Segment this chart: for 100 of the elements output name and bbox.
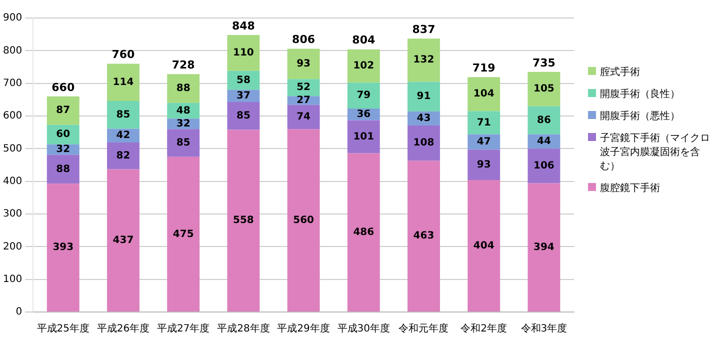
x-tick-label: 令和3年度: [520, 322, 568, 335]
data-label: 32: [56, 144, 70, 156]
x-tick-label: 平成25年度: [36, 322, 90, 335]
y-tick-label: 200: [2, 241, 22, 252]
data-label: 32: [176, 118, 190, 130]
bar: [468, 180, 500, 312]
data-label: 47: [476, 136, 491, 148]
total-label: 848: [232, 19, 255, 32]
bar: [287, 129, 320, 312]
total-label: 760: [112, 48, 136, 62]
data-label: 82: [116, 150, 130, 162]
total-label: 728: [172, 58, 195, 72]
y-tick-label: 300: [2, 208, 22, 220]
bar: [528, 72, 560, 106]
bar: [347, 120, 380, 154]
bar: [347, 49, 380, 83]
data-label: 108: [413, 138, 434, 149]
data-label: 27: [296, 95, 311, 106]
data-label: 394: [534, 242, 554, 253]
data-label: 43: [416, 113, 431, 124]
total-label: 719: [472, 61, 496, 74]
total-label: 804: [352, 34, 376, 47]
bar: [227, 130, 260, 312]
total-label: 660: [52, 80, 75, 94]
x-tick-label: 平成26年度: [96, 322, 150, 335]
bar: [468, 77, 500, 112]
y-tick-label: 600: [2, 110, 22, 122]
bar: [408, 125, 440, 161]
data-label: 79: [356, 90, 371, 102]
bar: [46, 154, 80, 184]
legend-label: 開腹手術（悪性）: [600, 110, 680, 123]
data-label: 85: [176, 138, 190, 149]
y-tick-label: 0: [16, 306, 22, 318]
data-label: 58: [236, 74, 250, 86]
data-label: 42: [116, 130, 130, 142]
bar: [107, 64, 140, 101]
data-label: 486: [353, 226, 374, 238]
bar: [167, 74, 200, 103]
data-label: 88: [56, 164, 70, 175]
x-tick-label: 平成30年度: [337, 322, 390, 335]
bar: [167, 156, 200, 312]
data-label: 93: [296, 58, 311, 70]
data-label: 105: [534, 84, 554, 95]
data-label: 36: [356, 108, 371, 120]
legend-label: 腹腔鏡下手術: [600, 182, 660, 195]
bar: [528, 106, 560, 134]
y-tick-label: 800: [2, 45, 22, 56]
data-label: 102: [353, 60, 374, 72]
data-label: 560: [293, 214, 314, 226]
data-label: 87: [56, 105, 70, 116]
bar: [107, 142, 140, 170]
data-label: 404: [473, 240, 494, 252]
data-label: 48: [176, 105, 190, 116]
bar: [408, 160, 440, 312]
y-tick-label: 900: [2, 12, 22, 24]
bar: [408, 38, 440, 82]
data-label: 60: [56, 129, 70, 140]
data-label: 104: [473, 88, 494, 100]
bar: [528, 183, 560, 312]
y-tick-label: 400: [2, 176, 22, 187]
bar: [468, 111, 500, 134]
bar: [347, 82, 380, 108]
x-tick-label: 令和元年度: [398, 322, 449, 335]
bar: [46, 184, 80, 312]
x-tick-label: 令和2年度: [460, 322, 508, 335]
data-label: 106: [534, 160, 554, 172]
total-label: 735: [532, 56, 556, 70]
bar: [107, 100, 140, 129]
data-label: 52: [296, 82, 311, 94]
data-label: 101: [353, 131, 374, 142]
bar: [227, 102, 260, 130]
bar: [107, 169, 140, 312]
bar: [408, 82, 440, 112]
data-label: 463: [413, 230, 434, 242]
total-label: 837: [412, 22, 436, 36]
legend-label: 開腹手術（良性）: [600, 88, 680, 101]
bar: [46, 96, 80, 125]
data-label: 44: [536, 136, 551, 148]
data-label: 93: [476, 159, 491, 170]
bar: [347, 153, 380, 312]
bar: [227, 34, 260, 71]
data-label: 85: [236, 110, 250, 122]
y-tick-label: 500: [2, 143, 22, 154]
x-tick-label: 平成28年度: [217, 322, 270, 335]
x-tick-label: 平成29年度: [277, 322, 330, 335]
x-tick-label: 平成27年度: [156, 322, 210, 335]
bar: [167, 129, 200, 157]
data-label: 86: [536, 114, 551, 126]
data-label: 74: [296, 112, 311, 123]
bar: [287, 48, 320, 80]
data-label: 88: [176, 83, 190, 94]
data-label: 71: [476, 117, 491, 128]
bar: [468, 150, 500, 180]
data-label: 437: [112, 234, 134, 246]
legend-label: 子宮鏡下手術（マイクロ波子宮内膜凝固術を含む）: [600, 132, 711, 173]
data-label: 85: [116, 109, 130, 120]
data-label: 91: [416, 91, 431, 102]
y-tick-label: 700: [2, 78, 22, 89]
data-label: 114: [112, 76, 134, 88]
data-label: 475: [172, 228, 194, 240]
